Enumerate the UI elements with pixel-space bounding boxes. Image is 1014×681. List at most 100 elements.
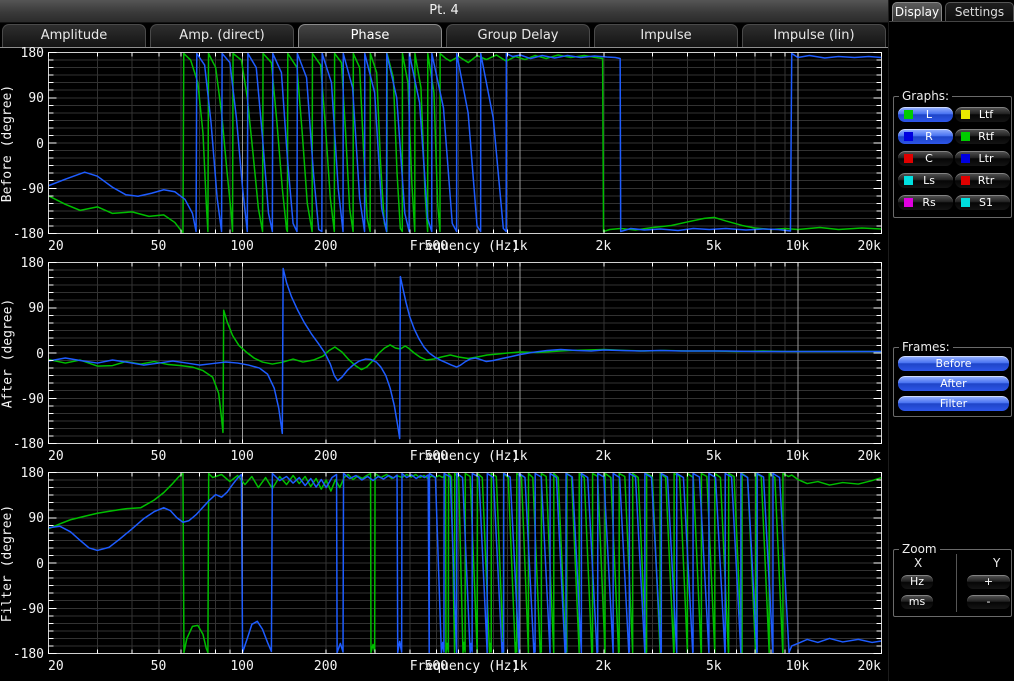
- channel-button-label: Ltr: [970, 152, 1002, 165]
- zoom-y-plus-button[interactable]: +: [966, 574, 1011, 590]
- channel-color-swatch-ltf: [961, 110, 970, 119]
- zoom-x-ms-button[interactable]: ms: [900, 594, 934, 610]
- y-tick-label: 90: [28, 301, 44, 316]
- channel-button-label: Rtf: [970, 130, 1002, 143]
- y-tick-label: -180: [13, 647, 44, 662]
- x-axis-title-before: Frequency (Hz): [410, 239, 520, 254]
- y-tick-labels: 180900-90-180: [10, 52, 46, 234]
- x-tick-label: 20k: [858, 449, 881, 464]
- x-tick-label: 20: [48, 659, 64, 674]
- channel-button-label: S1: [970, 196, 1002, 209]
- channel-color-swatch-ls: [904, 176, 913, 185]
- plot-canvas-before[interactable]: [48, 52, 883, 235]
- channel-button-rtr[interactable]: Rtr: [954, 172, 1011, 189]
- zoom-x-column-label: X: [914, 556, 922, 570]
- channel-button-label: R: [913, 130, 945, 143]
- channel-color-swatch-rtr: [961, 176, 970, 185]
- x-tick-label: 200: [314, 659, 337, 674]
- channel-button-ls[interactable]: Ls: [897, 172, 954, 189]
- tab-amp-direct[interactable]: Amp. (direct): [150, 24, 294, 47]
- y-tick-label: 90: [28, 91, 44, 106]
- panel-tab-bar: DisplaySettings: [892, 2, 1014, 22]
- channel-color-swatch-r: [904, 132, 913, 141]
- y-tick-label: 180: [21, 256, 44, 271]
- graphs-groupbox-title: Graphs:: [899, 89, 952, 103]
- x-tick-label: 2k: [596, 449, 612, 464]
- channel-button-s1[interactable]: S1: [954, 194, 1011, 211]
- channel-color-swatch-rs: [904, 198, 913, 207]
- zoom-groupbox: Zoom X Y Hzms+-: [893, 549, 1012, 617]
- x-tick-label: 200: [314, 449, 337, 464]
- channel-button-label: Rs: [913, 196, 945, 209]
- frame-button-filter[interactable]: Filter: [897, 395, 1010, 412]
- x-tick-label: 50: [151, 659, 167, 674]
- frame-button-after[interactable]: After: [897, 375, 1010, 392]
- channel-button-label: L: [913, 108, 945, 121]
- y-tick-labels: 180900-90-180: [10, 472, 46, 654]
- panel-tab-settings[interactable]: Settings: [945, 2, 1014, 22]
- x-tick-label: 20: [48, 239, 64, 254]
- x-tick-label: 2k: [596, 239, 612, 254]
- x-tick-label: 20k: [858, 659, 881, 674]
- channel-button-label: C: [913, 152, 945, 165]
- zoom-y-minus-button[interactable]: -: [966, 594, 1011, 610]
- y-tick-label: 180: [21, 46, 44, 61]
- x-tick-label: 200: [314, 239, 337, 254]
- channel-button-rs[interactable]: Rs: [897, 194, 954, 211]
- y-tick-label: 90: [28, 511, 44, 526]
- channel-color-swatch-ltr: [961, 154, 970, 163]
- channel-button-r[interactable]: R: [897, 128, 954, 145]
- channel-button-ltf[interactable]: Ltf: [954, 106, 1011, 123]
- main-tab-bar: AmplitudeAmp. (direct)PhaseGroup DelayIm…: [2, 24, 886, 47]
- x-tick-label: 5k: [706, 449, 722, 464]
- channel-button-ltr[interactable]: Ltr: [954, 150, 1011, 167]
- side-panel: DisplaySettings Graphs: L Ltf R Rtf C Ltr LsRt…: [888, 0, 1014, 681]
- y-tick-label: 0: [36, 347, 44, 362]
- tab-impulse-lin[interactable]: Impulse (lin): [742, 24, 886, 47]
- channel-button-label: Ltf: [970, 108, 1002, 121]
- zoom-divider: [956, 554, 957, 612]
- channel-button-rtf[interactable]: Rtf: [954, 128, 1011, 145]
- y-tick-label: 0: [36, 137, 44, 152]
- panel-tab-underline: [889, 21, 1014, 22]
- x-tick-label: 10k: [786, 449, 809, 464]
- y-tick-label: -90: [21, 392, 44, 407]
- x-tick-label: 50: [151, 449, 167, 464]
- x-tick-label: 50: [151, 239, 167, 254]
- y-tick-label: -180: [13, 227, 44, 242]
- plot-filter: Filter (degree)180900-90-180205010020050…: [0, 472, 888, 678]
- x-axis-title-after: Frequency (Hz): [410, 449, 520, 464]
- y-tick-labels: 180900-90-180: [10, 262, 46, 444]
- tab-group-delay[interactable]: Group Delay: [446, 24, 590, 47]
- channel-color-swatch-c: [904, 154, 913, 163]
- x-tick-labels: 20501002005001k2k5k10k20kFrequency (Hz): [48, 237, 881, 255]
- x-tick-labels: 20501002005001k2k5k10k20kFrequency (Hz): [48, 657, 881, 675]
- y-tick-label: 180: [21, 466, 44, 481]
- x-tick-label: 5k: [706, 659, 722, 674]
- graphs-groupbox: Graphs: LLtfRRtfCLtrLsRtrRsS1: [893, 96, 1012, 218]
- frames-groupbox-title: Frames:: [899, 340, 953, 354]
- x-tick-label: 10k: [786, 659, 809, 674]
- channel-color-swatch-s1: [961, 198, 970, 207]
- channel-button-l[interactable]: L: [897, 106, 954, 123]
- plot-canvas-after[interactable]: [48, 262, 883, 445]
- frames-groupbox: Frames: BeforeAfterFilter: [893, 347, 1012, 417]
- x-tick-label: 5k: [706, 239, 722, 254]
- x-tick-label: 20k: [858, 239, 881, 254]
- plot-after: After (degree)180900-90-1802050100200500…: [0, 262, 888, 468]
- tab-impulse[interactable]: Impulse: [594, 24, 738, 47]
- tab-amplitude[interactable]: Amplitude: [2, 24, 146, 47]
- x-tick-label: 100: [230, 659, 253, 674]
- frame-button-before[interactable]: Before: [897, 355, 1010, 372]
- tab-phase[interactable]: Phase: [298, 24, 442, 47]
- plot-canvas-filter[interactable]: [48, 472, 883, 655]
- plot-before: Before (degree)180900-90-180205010020050…: [0, 52, 888, 258]
- zoom-x-hz-button[interactable]: Hz: [900, 574, 934, 590]
- panel-tab-display[interactable]: Display: [892, 2, 942, 22]
- x-tick-label: 2k: [596, 659, 612, 674]
- y-tick-label: -90: [21, 182, 44, 197]
- application-window: Pt. 4 AmplitudeAmp. (direct)PhaseGroup D…: [0, 0, 1014, 681]
- channel-button-c[interactable]: C: [897, 150, 954, 167]
- channel-color-swatch-l: [904, 110, 913, 119]
- zoom-groupbox-title: Zoom: [899, 542, 940, 556]
